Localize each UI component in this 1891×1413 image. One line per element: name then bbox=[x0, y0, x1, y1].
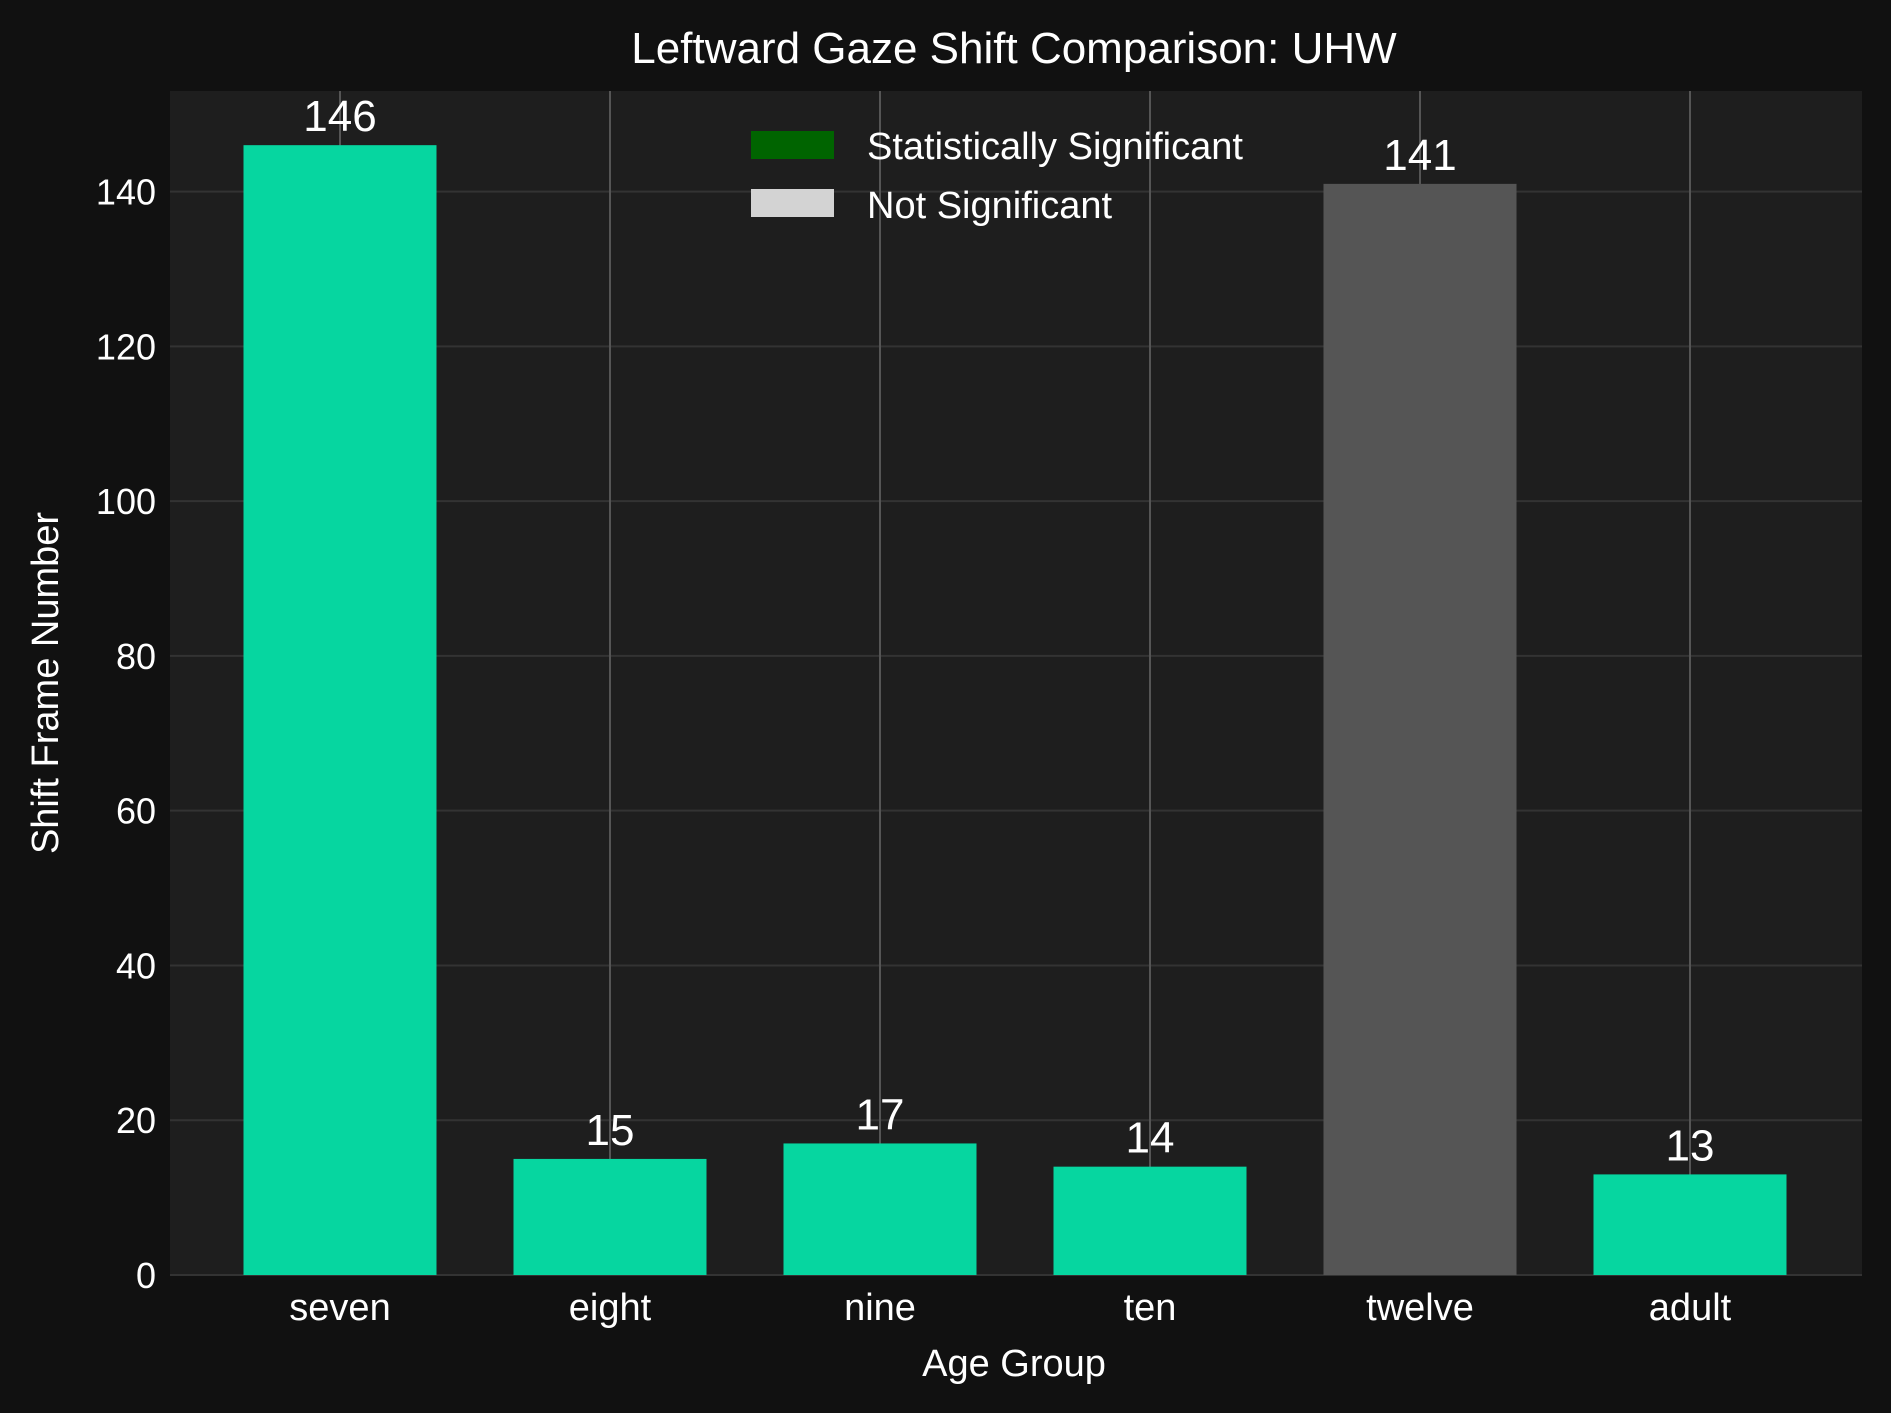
bars bbox=[243, 145, 1787, 1276]
y-tick-label: 140 bbox=[96, 172, 156, 213]
y-tick-label: 40 bbox=[116, 945, 156, 986]
x-tick-label: ten bbox=[1124, 1287, 1177, 1329]
x-tick-label: adult bbox=[1649, 1287, 1732, 1329]
legend: Statistically Significant Not Significan… bbox=[751, 126, 1243, 227]
x-tick-label: eight bbox=[569, 1287, 652, 1329]
bar-value-label: 146 bbox=[303, 92, 376, 141]
bar-value-labels: 146 15 17 14 141 13 bbox=[303, 92, 1714, 1170]
bar-value-label: 141 bbox=[1383, 131, 1456, 180]
y-axis-label: Shift Frame Number bbox=[25, 512, 67, 854]
legend-label-significant: Statistically Significant bbox=[867, 126, 1243, 168]
y-tick-label: 0 bbox=[136, 1255, 156, 1296]
bar-seven bbox=[243, 145, 437, 1276]
x-axis-ticks: seven eight nine ten twelve adult bbox=[289, 1287, 1731, 1329]
bar-value-label: 13 bbox=[1666, 1121, 1715, 1170]
y-tick-label: 100 bbox=[96, 481, 156, 522]
y-tick-label: 60 bbox=[116, 791, 156, 832]
legend-swatch-significant bbox=[751, 131, 834, 159]
y-tick-label: 120 bbox=[96, 326, 156, 367]
x-axis-label: Age Group bbox=[922, 1343, 1106, 1385]
y-tick-label: 20 bbox=[116, 1100, 156, 1141]
bar-twelve bbox=[1323, 183, 1517, 1275]
bar-ten bbox=[1053, 1166, 1247, 1275]
x-tick-label: nine bbox=[844, 1287, 916, 1329]
bar-nine bbox=[783, 1143, 977, 1275]
x-tick-label: seven bbox=[289, 1287, 390, 1329]
plot-area bbox=[170, 91, 1862, 1275]
bar-value-label: 14 bbox=[1126, 1114, 1175, 1163]
x-tick-label: twelve bbox=[1366, 1287, 1474, 1329]
chart-title: Leftward Gaze Shift Comparison: UHW bbox=[631, 24, 1397, 73]
legend-label-not-significant: Not Significant bbox=[867, 185, 1112, 227]
bar-adult bbox=[1593, 1174, 1787, 1275]
y-tick-label: 80 bbox=[116, 636, 156, 677]
horizontal-gridlines bbox=[170, 190, 1862, 1276]
legend-swatch-not-significant bbox=[751, 189, 834, 217]
bar-eight bbox=[513, 1158, 707, 1275]
bar-value-label: 17 bbox=[856, 1090, 905, 1139]
y-axis-ticks: 0 20 40 60 80 100 120 140 bbox=[96, 172, 156, 1296]
bar-value-label: 15 bbox=[586, 1106, 635, 1155]
